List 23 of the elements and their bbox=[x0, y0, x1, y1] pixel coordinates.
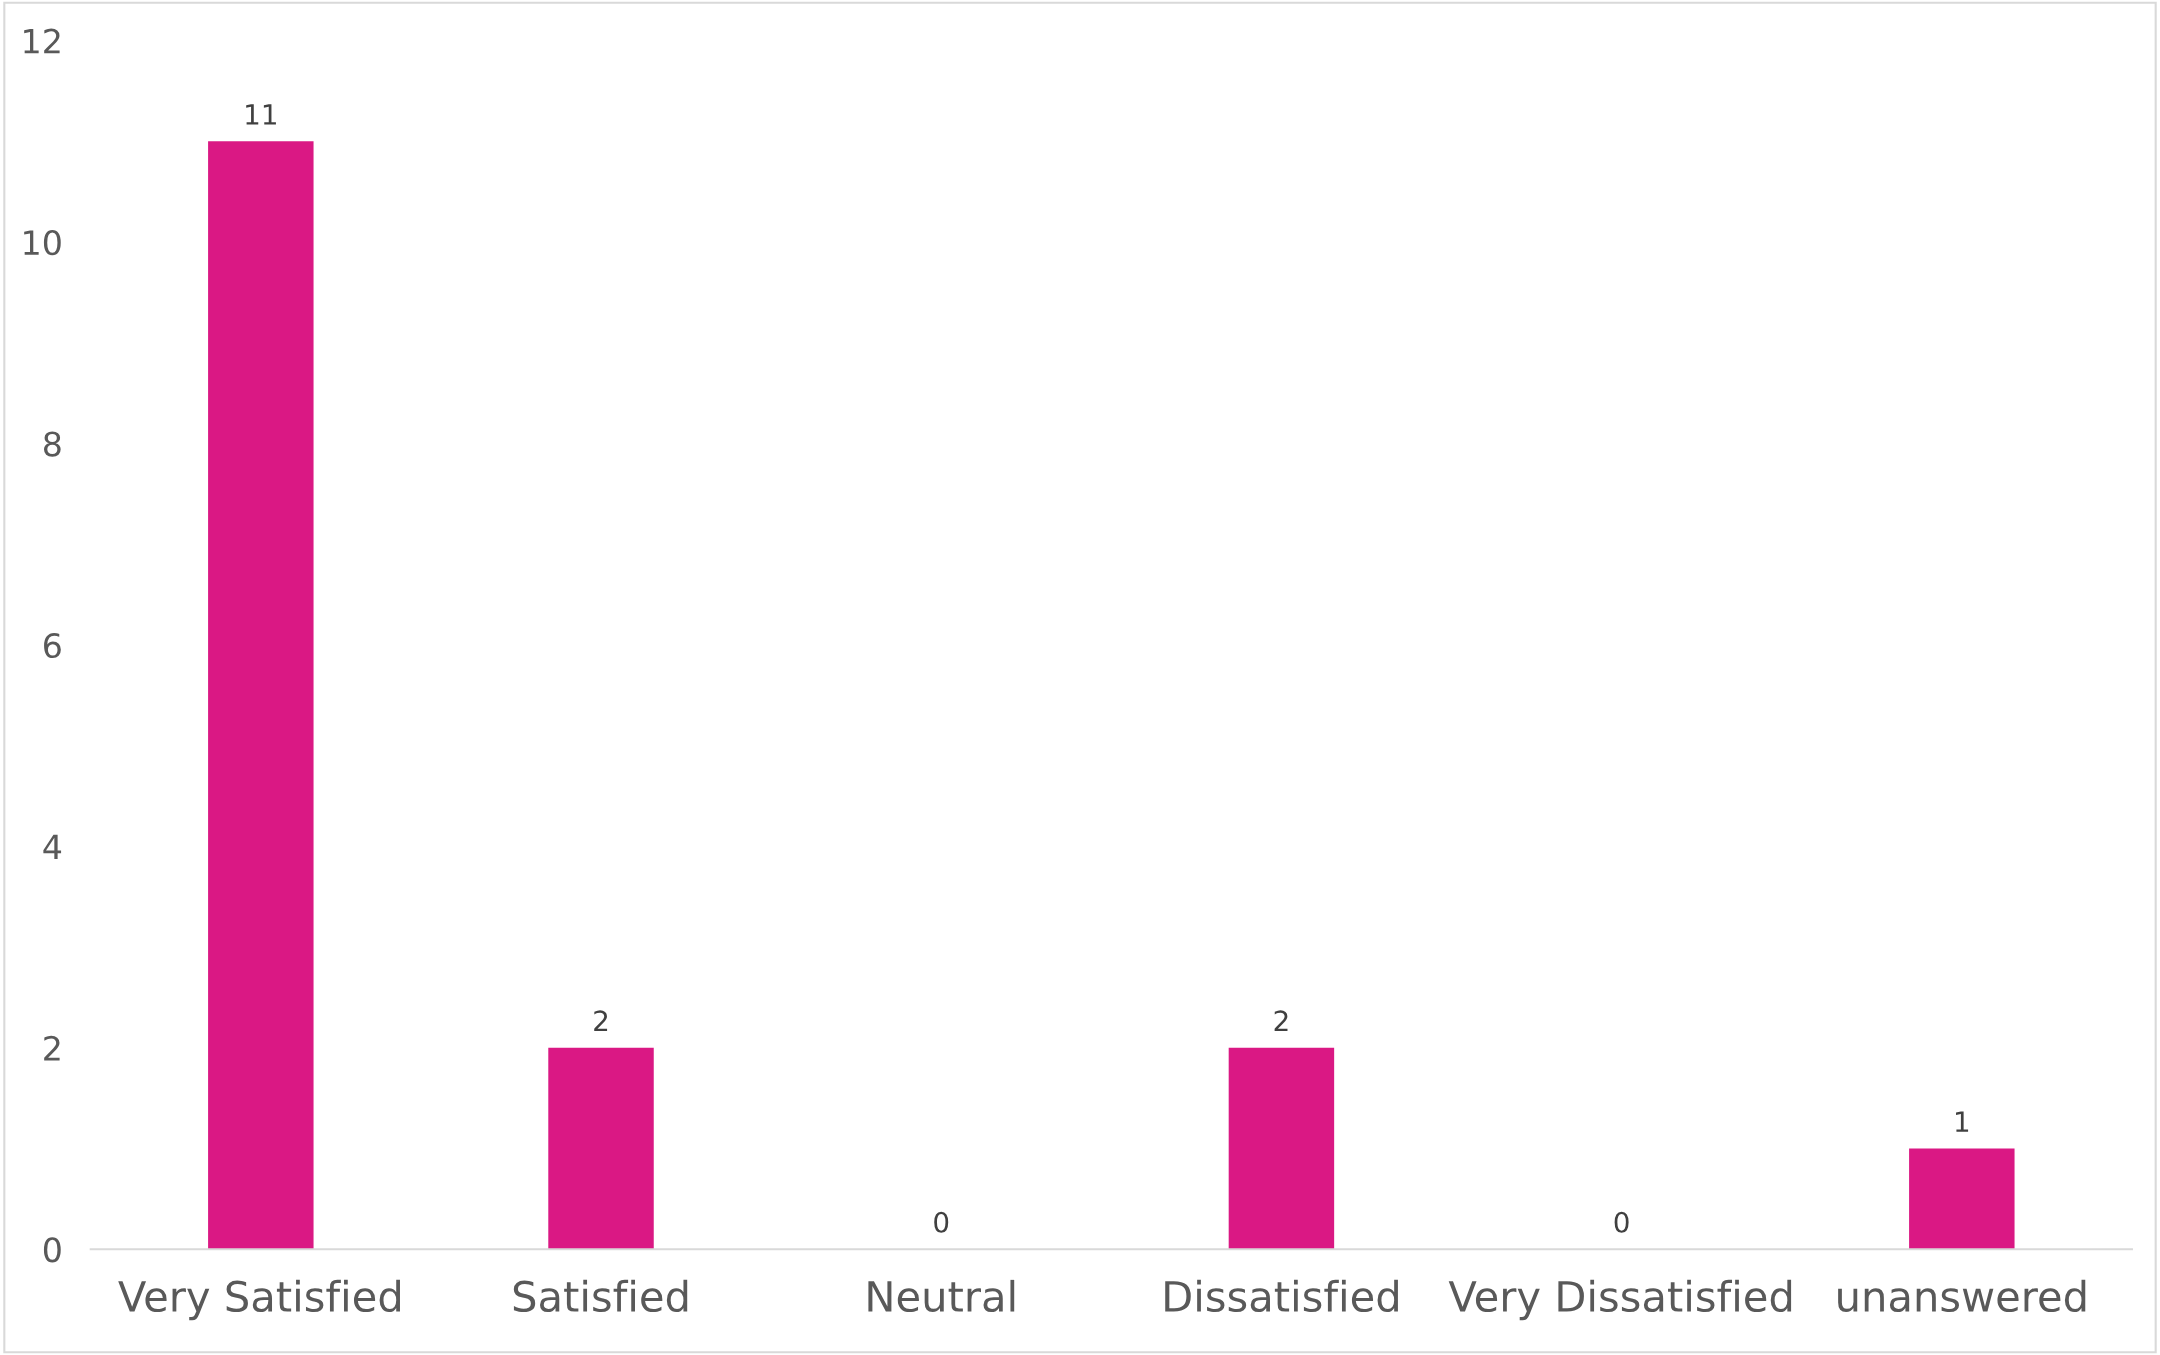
x-tick-label: Neutral bbox=[868, 1279, 1015, 1313]
x-tick-label: Very Dissatisfied bbox=[1448, 1279, 1792, 1321]
bar bbox=[1909, 1148, 2015, 1250]
y-tick-label: 12 bbox=[24, 28, 60, 54]
bar bbox=[1228, 1047, 1335, 1250]
x-tick-label: Dissatisfied bbox=[1165, 1279, 1398, 1313]
bar bbox=[208, 141, 314, 1250]
data-label: 1 bbox=[1956, 1111, 1969, 1132]
data-label: 2 bbox=[594, 1010, 608, 1031]
y-tick-label: 10 bbox=[24, 230, 61, 256]
y-tick-label: 2 bbox=[44, 1035, 60, 1061]
y-tick-label: 0 bbox=[43, 1237, 61, 1263]
x-tick-label: Very Satisfied bbox=[118, 1279, 400, 1321]
data-label: 11 bbox=[246, 104, 276, 125]
y-tick-label: 4 bbox=[43, 834, 62, 860]
x-tick-label: Satisfied bbox=[513, 1279, 688, 1313]
x-tick-label: unanswered bbox=[1838, 1279, 2086, 1313]
y-tick-label: 6 bbox=[44, 632, 61, 659]
bar bbox=[548, 1047, 654, 1250]
data-label: 2 bbox=[1274, 1010, 1288, 1031]
y-tick-label: 8 bbox=[43, 431, 61, 457]
data-label: 0 bbox=[1614, 1211, 1629, 1233]
data-label: 0 bbox=[934, 1211, 949, 1233]
